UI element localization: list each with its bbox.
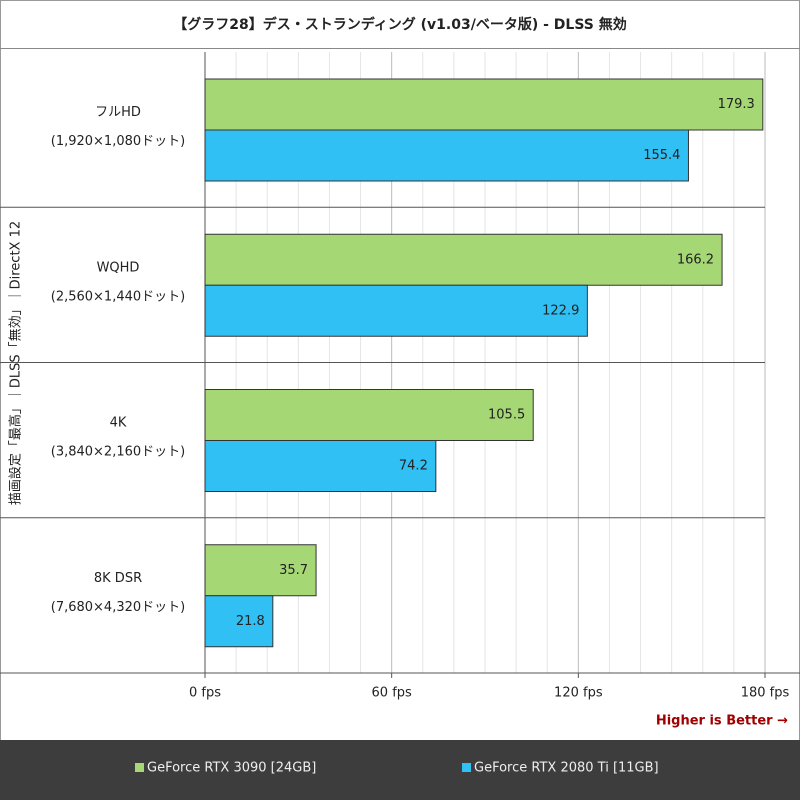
bar [204,284,588,337]
y-tick-sublabel: (7,680×4,320ドット) [51,600,185,615]
y-tick-sublabel: (3,840×2,160ドット) [51,445,185,460]
value-label: 105.5 [488,408,525,423]
value-label: 179.3 [718,97,755,112]
value-label: 74.2 [399,459,428,474]
value-label: 35.7 [279,563,308,578]
y-tick-label: 8K DSR [94,571,142,586]
value-label: 166.2 [677,252,714,267]
bar [204,78,764,131]
chart-title: 【グラフ28】デス・ストランディング (v1.03/ベータ版) - DLSS 無… [173,16,626,33]
y-tick-sublabel: (2,560×1,440ドット) [51,289,185,304]
legend-label: GeForce RTX 2080 Ti [11GB] [474,761,659,776]
x-tick-label: 180 fps [741,686,790,701]
annotation: Higher is Better → [656,714,788,729]
value-label: 122.9 [542,303,579,318]
y-tick-label: 4K [110,416,127,431]
y-tick-label: フルHD [95,105,141,120]
y-tick-sublabel: (1,920×1,080ドット) [51,134,185,149]
bar [204,595,274,648]
legend-swatch [462,763,471,772]
x-tick-label: 0 fps [189,686,221,701]
legend-label: GeForce RTX 3090 [24GB] [147,761,316,776]
x-tick-label: 60 fps [372,686,413,701]
value-label: 21.8 [236,614,265,629]
bar [204,440,437,492]
legend-bg [0,740,800,800]
y-tick-label: WQHD [97,260,140,275]
x-tick-label: 120 fps [554,686,603,701]
bar [204,389,534,441]
bar [204,129,689,182]
bar [204,233,723,286]
bar [204,544,317,597]
value-label: 155.4 [643,148,680,163]
legend-swatch [135,763,144,772]
